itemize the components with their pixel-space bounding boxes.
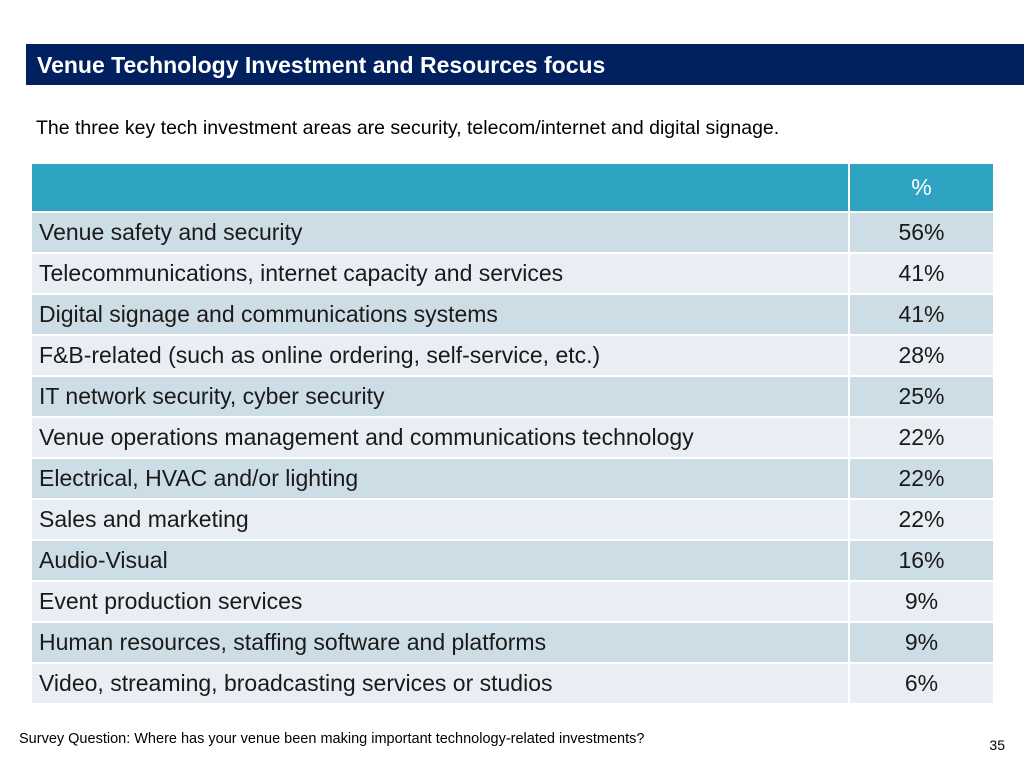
row-percent: 25% (850, 377, 993, 416)
table-row: Venue safety and security 56% (32, 213, 993, 252)
row-percent: 9% (850, 582, 993, 621)
row-label: F&B-related (such as online ordering, se… (32, 336, 848, 375)
row-percent: 22% (850, 500, 993, 539)
row-label: Telecommunications, internet capacity an… (32, 254, 848, 293)
table-row: Venue operations management and communic… (32, 418, 993, 457)
row-label: Event production services (32, 582, 848, 621)
row-label: Venue safety and security (32, 213, 848, 252)
row-percent: 22% (850, 459, 993, 498)
page-number: 35 (989, 737, 1005, 753)
row-percent: 41% (850, 295, 993, 334)
row-label: IT network security, cyber security (32, 377, 848, 416)
investment-table: % Venue safety and security 56% Telecomm… (30, 162, 995, 705)
table-row: Human resources, staffing software and p… (32, 623, 993, 662)
table-header-row: % (32, 164, 993, 211)
table-row: Electrical, HVAC and/or lighting 22% (32, 459, 993, 498)
table-row: Sales and marketing 22% (32, 500, 993, 539)
row-label: Sales and marketing (32, 500, 848, 539)
row-label: Human resources, staffing software and p… (32, 623, 848, 662)
survey-question-footnote: Survey Question: Where has your venue be… (19, 731, 645, 747)
table-row: Video, streaming, broadcasting services … (32, 664, 993, 703)
row-percent: 9% (850, 623, 993, 662)
table-row: Digital signage and communications syste… (32, 295, 993, 334)
table-row: Telecommunications, internet capacity an… (32, 254, 993, 293)
table-row: Audio-Visual 16% (32, 541, 993, 580)
row-label: Video, streaming, broadcasting services … (32, 664, 848, 703)
row-label: Digital signage and communications syste… (32, 295, 848, 334)
row-label: Venue operations management and communic… (32, 418, 848, 457)
row-percent: 56% (850, 213, 993, 252)
header-percent-cell: % (850, 164, 993, 211)
row-percent: 28% (850, 336, 993, 375)
row-percent: 41% (850, 254, 993, 293)
header-label-cell (32, 164, 848, 211)
slide-subtitle: The three key tech investment areas are … (36, 117, 780, 139)
row-percent: 22% (850, 418, 993, 457)
table-row: IT network security, cyber security 25% (32, 377, 993, 416)
slide-title: Venue Technology Investment and Resource… (26, 44, 1024, 85)
table-row: F&B-related (such as online ordering, se… (32, 336, 993, 375)
row-label: Electrical, HVAC and/or lighting (32, 459, 848, 498)
row-percent: 6% (850, 664, 993, 703)
row-label: Audio-Visual (32, 541, 848, 580)
row-percent: 16% (850, 541, 993, 580)
table-row: Event production services 9% (32, 582, 993, 621)
